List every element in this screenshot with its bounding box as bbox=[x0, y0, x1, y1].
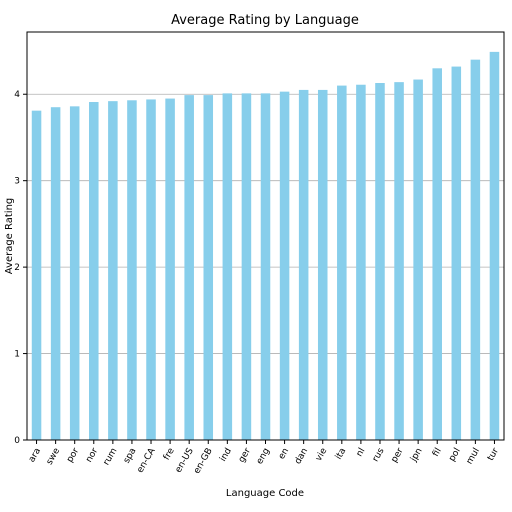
bar-pol bbox=[451, 66, 462, 441]
bar-spa bbox=[127, 100, 137, 440]
x-tick-label: en bbox=[277, 447, 291, 462]
bar-por bbox=[69, 106, 80, 440]
x-tick-label: mul bbox=[465, 447, 482, 467]
bar-swe bbox=[50, 107, 61, 440]
y-tick-label: 1 bbox=[14, 350, 20, 360]
bar-ita bbox=[337, 85, 347, 440]
y-tick-label: 4 bbox=[14, 90, 20, 100]
x-tick-label: jpn bbox=[409, 447, 425, 465]
bar-nl bbox=[356, 84, 366, 440]
bar-mul bbox=[470, 59, 481, 441]
x-tick-label: ger bbox=[237, 446, 253, 464]
x-tick-label: dan bbox=[293, 447, 310, 467]
bar-ara bbox=[31, 110, 42, 441]
x-tick-label: eng bbox=[255, 447, 272, 467]
y-tick-label: 0 bbox=[14, 436, 20, 446]
bar-nor bbox=[89, 102, 99, 440]
x-tick-label: nor bbox=[84, 446, 100, 464]
bar-vie bbox=[317, 89, 328, 440]
bar-rum bbox=[108, 101, 118, 441]
x-tick-label: ara bbox=[27, 447, 43, 465]
x-tick-label: per bbox=[390, 446, 406, 464]
x-tick-label: tur bbox=[486, 446, 501, 462]
bars bbox=[31, 51, 500, 441]
x-tick-label: por bbox=[65, 446, 81, 464]
y-tick-label: 3 bbox=[14, 177, 20, 187]
x-tick-label: vie bbox=[314, 446, 330, 463]
bar-en-US bbox=[184, 95, 194, 441]
y-tick-label: 2 bbox=[14, 263, 20, 273]
bar-fil bbox=[432, 68, 442, 440]
bar-ind bbox=[222, 93, 233, 441]
chart-title: Average Rating by Language bbox=[171, 13, 359, 28]
x-tick-label: fre bbox=[162, 446, 177, 462]
x-tick-label: pol bbox=[447, 447, 463, 464]
bar-tur bbox=[489, 51, 500, 441]
x-tick-label: ind bbox=[218, 447, 234, 464]
x-tick-label: rus bbox=[371, 446, 387, 463]
x-tick-label: fil bbox=[431, 447, 444, 459]
bar-ger bbox=[241, 93, 252, 441]
x-tick-label: en-GB bbox=[192, 447, 215, 476]
x-tick-label: rum bbox=[102, 447, 120, 468]
x-tick-label: en-CA bbox=[135, 446, 158, 475]
x-tick-label: spa bbox=[122, 447, 139, 466]
bar-en-CA bbox=[146, 99, 156, 440]
x-axis-label: Language Code bbox=[226, 488, 304, 499]
y-axis-label: Average Rating bbox=[4, 198, 15, 274]
x-tick-label: ita bbox=[334, 447, 348, 462]
bar-jpn bbox=[413, 79, 423, 441]
bar-per bbox=[394, 82, 404, 440]
bar-en bbox=[279, 91, 290, 440]
bar-rus bbox=[375, 83, 385, 440]
y-ticks: 0 1 2 3 4 bbox=[14, 90, 27, 446]
bar-dan bbox=[298, 89, 309, 440]
bar-fre bbox=[165, 98, 175, 440]
bar-eng bbox=[260, 93, 271, 441]
x-tick-label: swe bbox=[45, 446, 63, 467]
x-tick-label: nl bbox=[355, 447, 368, 459]
bar-en-GB bbox=[203, 95, 214, 441]
